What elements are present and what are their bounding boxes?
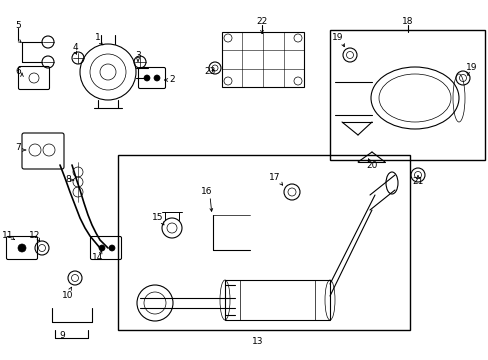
Text: 2: 2 <box>169 76 174 85</box>
Text: 14: 14 <box>92 253 103 262</box>
Text: 7: 7 <box>15 144 21 153</box>
Text: 1: 1 <box>95 33 101 42</box>
Circle shape <box>99 245 105 251</box>
Text: 17: 17 <box>269 174 280 183</box>
Circle shape <box>154 75 160 81</box>
Text: 10: 10 <box>62 291 74 300</box>
Circle shape <box>143 75 150 81</box>
Text: 12: 12 <box>29 230 41 239</box>
Text: 13: 13 <box>252 338 263 346</box>
Text: 4: 4 <box>72 44 78 53</box>
Text: 18: 18 <box>402 18 413 27</box>
Text: 19: 19 <box>331 33 343 42</box>
Text: 3: 3 <box>135 50 141 59</box>
Text: 8: 8 <box>65 175 71 184</box>
Circle shape <box>109 245 115 251</box>
Circle shape <box>18 244 26 252</box>
Text: 20: 20 <box>366 161 377 170</box>
Text: 11: 11 <box>2 230 14 239</box>
Bar <box>222 32 304 87</box>
Bar <box>329 30 484 160</box>
Text: 15: 15 <box>152 213 163 222</box>
Text: 6: 6 <box>15 68 21 77</box>
Bar <box>224 280 329 320</box>
Text: 9: 9 <box>59 330 65 339</box>
Text: 21: 21 <box>411 177 423 186</box>
Text: 5: 5 <box>15 21 21 30</box>
Text: 22: 22 <box>256 18 267 27</box>
Text: 16: 16 <box>201 188 212 197</box>
Text: 23: 23 <box>204 68 215 77</box>
Bar <box>118 155 409 330</box>
Text: 19: 19 <box>465 63 477 72</box>
